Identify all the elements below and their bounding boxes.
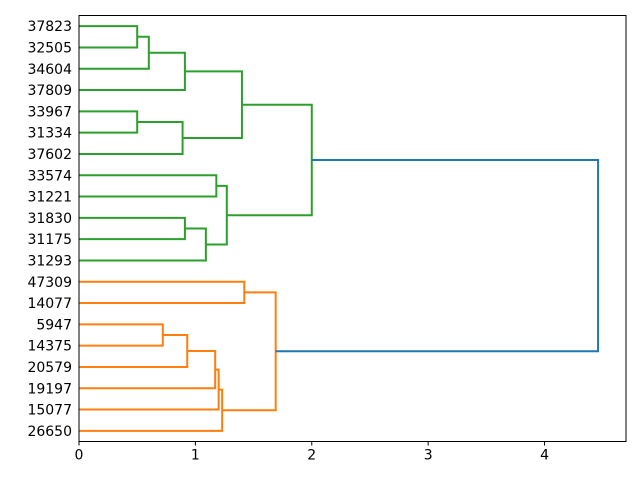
dendrogram-link-6 <box>79 174 218 198</box>
leaf-label-31221: 31221 <box>27 190 72 206</box>
dendrogram-link-3 <box>79 110 139 134</box>
leaf-label-31293: 31293 <box>27 253 72 269</box>
x-tick-label-2: 2 <box>307 448 316 464</box>
leaf-label-37602: 37602 <box>27 147 72 163</box>
leaf-label-31175: 31175 <box>27 232 72 248</box>
leaf-label-14077: 14077 <box>27 296 72 312</box>
leaf-label-26650: 26650 <box>27 424 72 440</box>
dendrogram-link-11 <box>79 280 246 305</box>
axes-frame <box>78 15 627 442</box>
x-tick-label-4: 4 <box>540 448 549 464</box>
leaf-label-47309: 47309 <box>27 275 72 291</box>
leaf-label-33967: 33967 <box>27 104 72 120</box>
x-tick-label-0: 0 <box>75 448 84 464</box>
leaf-label-15077: 15077 <box>27 403 72 419</box>
dendrogram-link-4 <box>79 121 184 155</box>
leaf-label-32505: 32505 <box>27 40 72 56</box>
dendrogram-link-16 <box>79 388 224 432</box>
leaf-label-5947: 5947 <box>36 317 72 333</box>
leaf-label-34604: 34604 <box>27 62 72 78</box>
leaf-label-20579: 20579 <box>27 360 72 376</box>
dendrogram-link-0 <box>79 25 139 49</box>
leaf-label-37809: 37809 <box>27 83 72 99</box>
leaf-label-14375: 14375 <box>27 339 72 355</box>
leaf-label-33574: 33574 <box>27 168 72 184</box>
leaf-label-31334: 31334 <box>27 126 72 142</box>
leaf-label-31830: 31830 <box>27 211 72 227</box>
leaf-label-37823: 37823 <box>27 19 72 35</box>
x-tick-label-3: 3 <box>424 448 433 464</box>
x-tick-label-1: 1 <box>191 448 200 464</box>
dendrogram-link-18 <box>275 158 600 353</box>
leaf-label-19197: 19197 <box>27 381 72 397</box>
